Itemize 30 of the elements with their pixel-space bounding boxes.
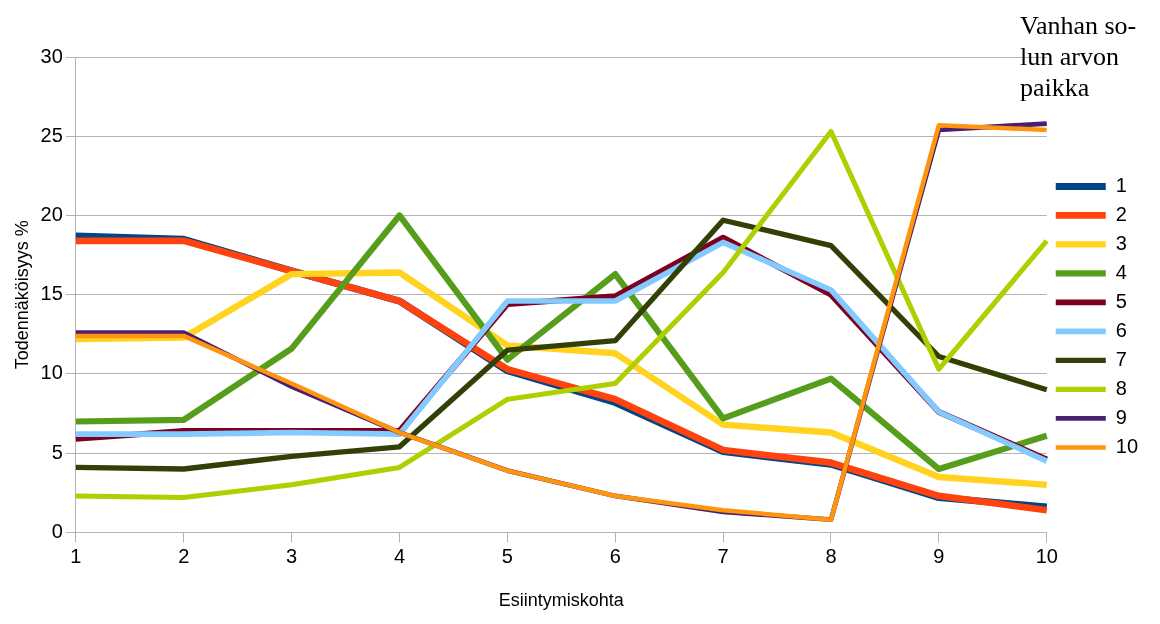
y-tick-label: 20 [40, 202, 63, 225]
legend-label: 6 [1115, 318, 1127, 341]
x-axis-title: Esiintymiskohta [498, 590, 625, 611]
y-tick-label: 5 [51, 440, 63, 463]
legend-label: 9 [1115, 405, 1127, 428]
legend-label: 5 [1115, 289, 1127, 312]
x-tick-label: 6 [609, 544, 621, 567]
x-tick-label: 7 [717, 544, 729, 567]
x-tick-label: 10 [1035, 544, 1058, 567]
legend-label: 7 [1115, 347, 1127, 370]
x-tick-label: 9 [933, 544, 945, 567]
y-tick-label: 0 [51, 519, 63, 542]
legend-label: 2 [1115, 202, 1127, 225]
x-tick-label: 3 [286, 544, 298, 567]
legend-label: 4 [1115, 260, 1127, 283]
legend-label: 1 [1115, 173, 1127, 196]
y-tick-label: 15 [40, 282, 63, 305]
x-tick-label: 2 [178, 544, 190, 567]
legend-label: 10 [1115, 434, 1138, 457]
x-tick-label: 8 [825, 544, 837, 567]
x-tick-label: 5 [501, 544, 513, 567]
legend-title: Vanhan so-lun arvon paikka [1020, 10, 1138, 103]
y-tick-label: 30 [40, 44, 63, 67]
x-tick-label: 4 [393, 544, 406, 567]
y-tick-label: 10 [40, 361, 63, 384]
y-tick-label: 25 [40, 123, 63, 146]
legend-label: 3 [1115, 231, 1127, 254]
y-axis-title: Todennäköisyys % [11, 220, 32, 370]
legend-label: 8 [1115, 376, 1127, 399]
x-tick-label: 1 [70, 544, 82, 567]
